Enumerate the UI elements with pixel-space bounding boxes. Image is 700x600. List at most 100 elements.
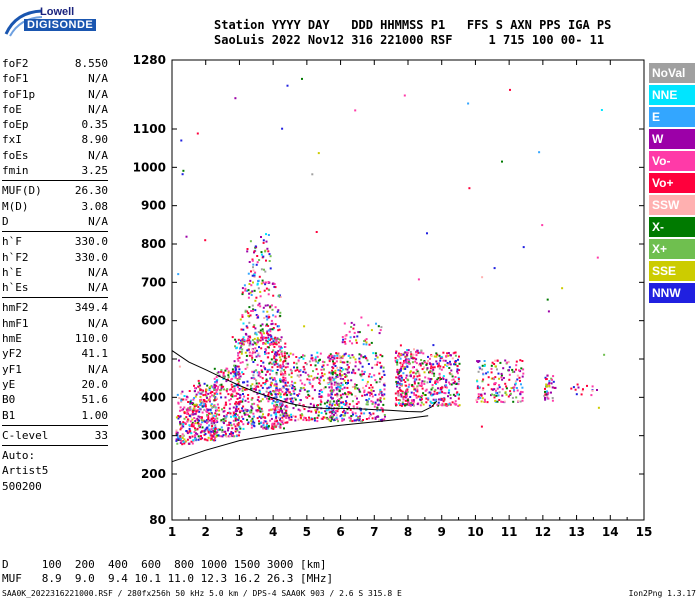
echo-point (258, 302, 261, 305)
echo-point (346, 395, 349, 398)
echo-point (429, 370, 432, 372)
echo-point (434, 380, 437, 383)
echo-point (223, 420, 226, 423)
echo-point (213, 383, 216, 386)
echo-point (256, 283, 259, 286)
echo-point (318, 379, 321, 382)
echo-point (383, 397, 386, 400)
echo-point (263, 289, 266, 292)
echo-point (308, 378, 311, 381)
echo-point (247, 394, 250, 396)
echo-point (396, 385, 398, 388)
echo-point (381, 418, 384, 421)
echo-point (214, 424, 217, 427)
echo-point (257, 304, 260, 307)
echo-point (261, 323, 264, 326)
echo-point (378, 332, 381, 335)
echo-point (247, 401, 250, 403)
echo-point (370, 400, 373, 403)
echo-point (399, 357, 402, 360)
echo-point (238, 402, 241, 405)
echo-point (378, 419, 381, 422)
echo-point (220, 419, 223, 422)
echo-point (336, 357, 339, 360)
echo-point (274, 393, 277, 396)
echo-point (266, 340, 269, 343)
echo-point (236, 418, 238, 421)
echo-point (210, 430, 213, 433)
echo-point (354, 386, 357, 389)
echo-point (361, 365, 364, 368)
echo-point (193, 384, 195, 387)
echo-point (354, 387, 356, 390)
echo-point (257, 352, 260, 355)
echo-point (404, 396, 407, 399)
echo-point (208, 429, 211, 432)
echo-point (265, 339, 268, 342)
echo-point (490, 377, 493, 380)
echo-point (197, 435, 200, 438)
echo-point (476, 387, 479, 390)
echo-point (250, 405, 253, 408)
echo-point (312, 405, 315, 407)
echo-point (379, 397, 382, 400)
echo-point (252, 415, 255, 418)
echo-point (209, 408, 212, 411)
x-tick-label: 5 (303, 525, 311, 539)
echo-point (333, 357, 336, 360)
echo-point (284, 384, 287, 387)
echo-point (341, 355, 344, 358)
echo-point (263, 342, 266, 345)
echo-point (348, 392, 351, 394)
echo-point (196, 132, 199, 135)
echo-point (176, 436, 179, 439)
echo-point (340, 396, 343, 399)
echo-point (216, 387, 219, 390)
echo-point (278, 391, 281, 394)
echo-point (348, 371, 351, 374)
echo-point (270, 341, 273, 344)
echo-point (276, 411, 279, 414)
echo-point (332, 409, 335, 412)
echo-point (485, 372, 488, 375)
echo-point (323, 416, 326, 419)
echo-point (490, 367, 493, 370)
echo-point (498, 386, 501, 389)
echo-point (419, 364, 422, 367)
echo-point (194, 395, 197, 398)
echo-point (209, 395, 212, 398)
echo-point (345, 334, 348, 337)
echo-point (541, 224, 544, 227)
echo-point (241, 387, 244, 390)
echo-point (266, 369, 269, 372)
echo-point (509, 88, 511, 91)
echo-point (273, 357, 276, 360)
echo-point (346, 371, 349, 374)
echo-point (334, 393, 337, 396)
echo-point (206, 414, 209, 416)
echo-point (436, 362, 439, 365)
echo-point (258, 415, 261, 418)
echo-point (378, 393, 381, 396)
echo-point (246, 310, 249, 313)
echo-point (229, 435, 232, 438)
echo-point (372, 401, 375, 404)
echo-point (198, 392, 201, 395)
echo-point (254, 384, 257, 387)
echo-point (421, 380, 424, 383)
echo-point (237, 352, 240, 355)
echo-point (480, 425, 483, 428)
echo-point (213, 405, 216, 408)
echo-point (415, 396, 418, 399)
echo-point (256, 337, 259, 340)
echo-point (286, 388, 289, 391)
echo-point (243, 381, 246, 384)
echo-point (414, 378, 417, 381)
echo-point (260, 347, 263, 350)
echo-point (375, 354, 378, 357)
echo-point (448, 362, 451, 365)
echo-point (580, 393, 583, 396)
echo-point (413, 392, 415, 395)
echo-point (350, 379, 353, 382)
echo-point (247, 335, 250, 338)
